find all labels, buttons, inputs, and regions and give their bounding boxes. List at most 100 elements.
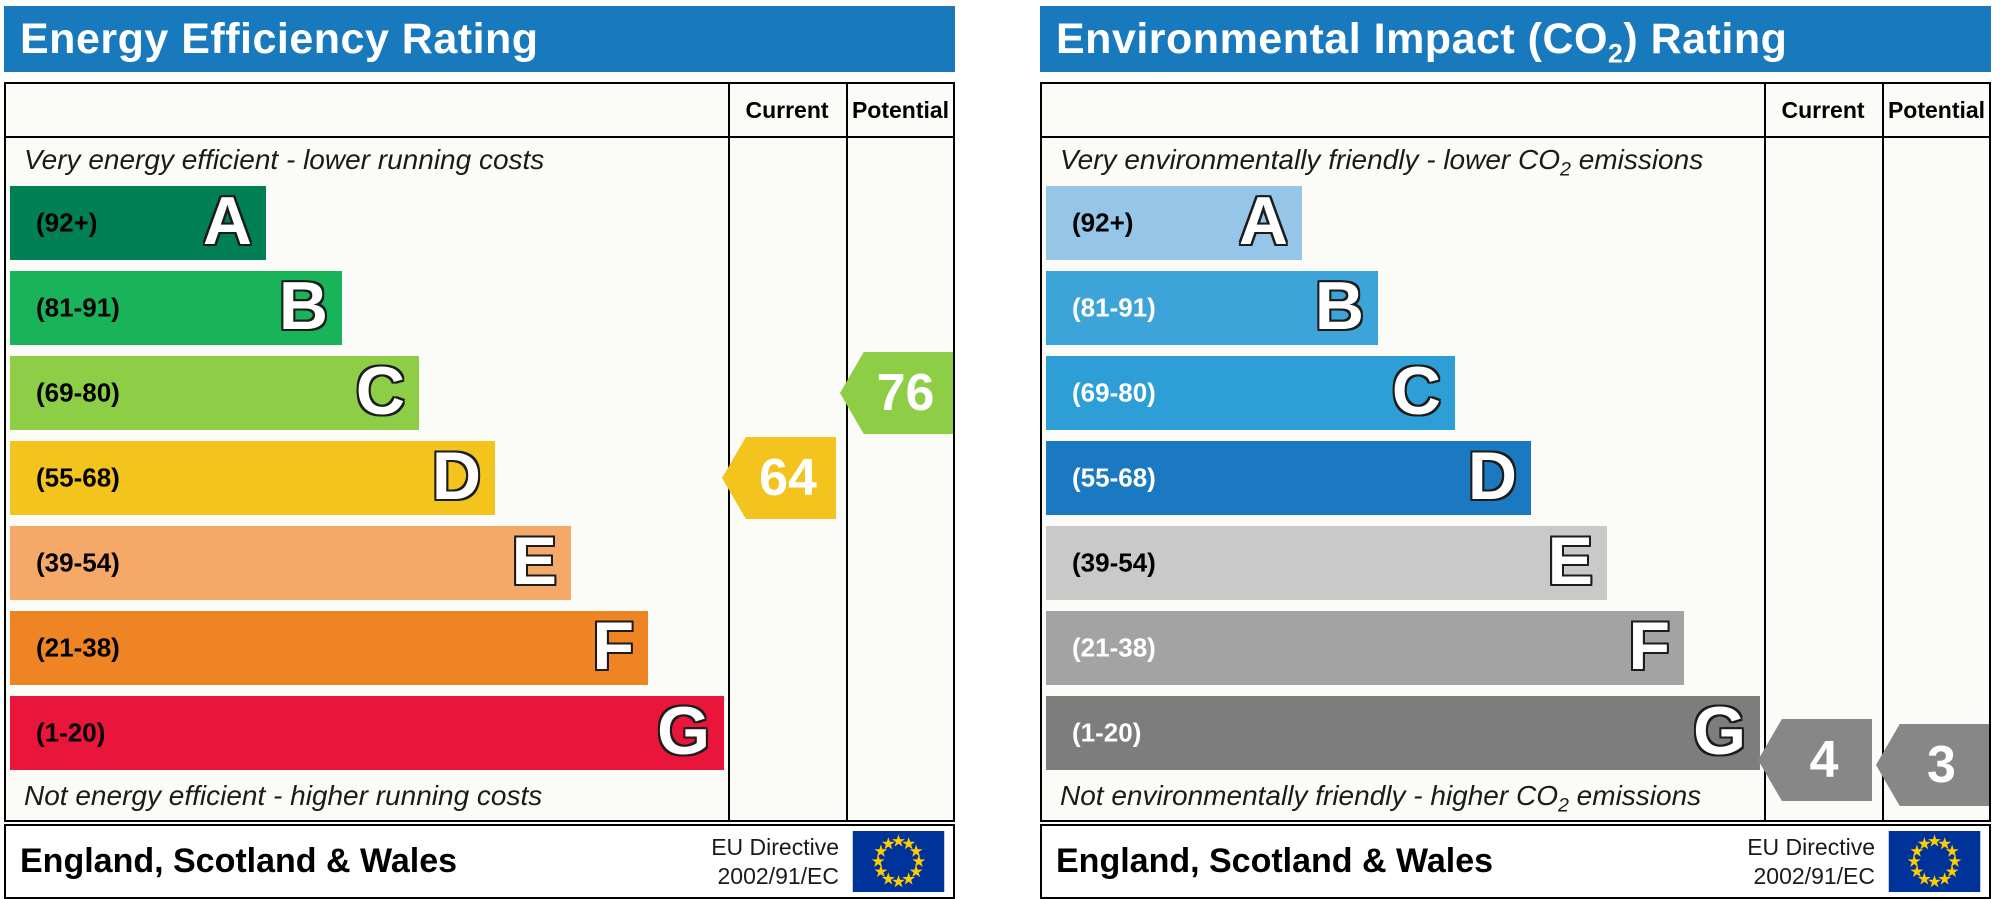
band-row-b: (81-91) B [1046, 271, 1985, 345]
band-letter: A [1238, 182, 1288, 259]
current-rating-arrow: 64 [722, 437, 836, 519]
band-letter: G [1693, 692, 1746, 769]
potential-rating-value: 3 [1927, 736, 1956, 794]
top-caption: Very environmentally friendly - lower CO… [1060, 144, 1704, 181]
band-letter: G [657, 692, 710, 769]
band-bar-g: (1-20) G [10, 696, 724, 770]
band-bar-c: (69-80) C [10, 356, 419, 430]
band-range-label: (81-91) [36, 292, 120, 323]
current-rating-value: 64 [759, 449, 817, 507]
eu-directive-line1: EU Directive [711, 833, 839, 860]
eu-directive-label: EU Directive 2002/91/EC [711, 826, 839, 897]
band-letter: B [278, 267, 328, 344]
band-row-e: (39-54) E [1046, 526, 1985, 600]
potential-column-divider [846, 84, 848, 820]
band-row-e: (39-54) E [10, 526, 949, 600]
band-bar-b: (81-91) B [10, 271, 342, 345]
current-rating-value: 4 [1809, 731, 1839, 789]
band-row-f: (21-38) F [1046, 611, 1985, 685]
band-letter: A [202, 182, 252, 259]
band-letter: D [431, 437, 481, 514]
band-bar-a: (92+) A [1046, 186, 1302, 260]
energy-efficiency-panel: Energy Efficiency Rating Current Potenti… [4, 6, 955, 899]
eu-directive-line2: 2002/91/EC [717, 862, 839, 889]
band-range-label: (39-54) [36, 547, 120, 578]
band-letter: D [1467, 437, 1517, 514]
band-bar-f: (21-38) F [1046, 611, 1684, 685]
bands: (92+) A (81-91) B (69-80) C (55-68) D (39-54) E (2… [10, 186, 949, 770]
table-header-row: Current Potential [6, 84, 953, 138]
band-bar-e: (39-54) E [1046, 526, 1607, 600]
potential-column-header: Potential [1887, 96, 1986, 123]
band-row-d: (55-68) D [1046, 441, 1985, 515]
band-bar-a: (92+) A [10, 186, 266, 260]
eu-directive-line1: EU Directive [1747, 833, 1875, 860]
band-range-label: (55-68) [36, 462, 120, 493]
band-bar-e: (39-54) E [10, 526, 571, 600]
potential-rating-arrow: 76 [840, 352, 953, 434]
bottom-caption: Not environmentally friendly - higher CO… [1060, 780, 1702, 817]
band-bar-d: (55-68) D [10, 441, 495, 515]
table-header-row: Current Potential [1042, 84, 1989, 138]
band-range-label: (81-91) [1072, 292, 1156, 323]
environmental-impact-panel: Environmental Impact (CO2) Rating Curren… [1040, 6, 1991, 899]
energy-rating-table: Current Potential Very energy efficient … [4, 82, 955, 822]
potential-rating-value: 76 [876, 364, 935, 422]
potential-rating-arrow: 3 [1876, 724, 1989, 806]
region-label: England, Scotland & Wales [1056, 842, 1494, 880]
band-letter: E [1547, 522, 1593, 599]
bands: (92+) A (81-91) B (69-80) C (55-68) D (39-54) E (2… [1046, 186, 1985, 770]
band-bar-c: (69-80) C [1046, 356, 1455, 430]
top-caption: Very energy efficient - lower running co… [24, 144, 545, 175]
eu-flag [852, 831, 945, 892]
band-range-label: (69-80) [36, 377, 120, 408]
band-letter: C [1391, 352, 1441, 429]
band-range-label: (55-68) [1072, 462, 1156, 493]
band-range-label: (39-54) [1072, 547, 1156, 578]
environment-footer: England, Scotland & Wales EU Directive 2… [1040, 824, 1991, 899]
band-range-label: (69-80) [1072, 377, 1156, 408]
band-row-b: (81-91) B [10, 271, 949, 345]
band-letter: C [355, 352, 405, 429]
band-bar-b: (81-91) B [1046, 271, 1378, 345]
current-column-header: Current [1781, 96, 1865, 123]
eu-flag [1888, 831, 1981, 892]
band-row-d: (55-68) D [10, 441, 949, 515]
environment-rating-table: Current Potential Very environmentally f… [1040, 82, 1991, 822]
eu-directive-label: EU Directive 2002/91/EC [1747, 826, 1875, 897]
band-row-f: (21-38) F [10, 611, 949, 685]
current-column-divider [728, 84, 730, 820]
eu-directive-line2: 2002/91/EC [1753, 862, 1875, 889]
band-range-label: (21-38) [1072, 632, 1156, 663]
band-row-g: (1-20) G [10, 696, 949, 770]
bottom-caption: Not energy efficient - higher running co… [24, 780, 543, 811]
energy-chart-title: Energy Efficiency Rating [20, 14, 539, 63]
band-row-g: (1-20) G [1046, 696, 1985, 770]
band-range-label: (21-38) [36, 632, 120, 663]
current-column-divider [1764, 84, 1766, 820]
band-bar-f: (21-38) F [10, 611, 648, 685]
band-row-c: (69-80) C [10, 356, 949, 430]
band-range-label: (1-20) [36, 717, 106, 748]
band-row-c: (69-80) C [1046, 356, 1985, 430]
energy-title-bar: Energy Efficiency Rating [4, 6, 955, 72]
environment-title-bar: Environmental Impact (CO2) Rating [1040, 6, 1991, 72]
environment-chart-title: Environmental Impact (CO2) Rating [1056, 14, 1788, 69]
band-row-a: (92+) A [1046, 186, 1985, 260]
current-rating-arrow: 4 [1758, 719, 1872, 801]
band-row-a: (92+) A [10, 186, 949, 260]
band-range-label: (1-20) [1072, 717, 1142, 748]
band-letter: E [511, 522, 557, 599]
band-range-label: (92+) [36, 207, 98, 238]
current-column-header: Current [745, 96, 829, 123]
energy-footer: England, Scotland & Wales EU Directive 2… [4, 824, 955, 899]
potential-column-divider [1882, 84, 1884, 820]
potential-column-header: Potential [851, 96, 950, 123]
band-letter: F [1628, 607, 1670, 684]
region-label: England, Scotland & Wales [20, 842, 458, 880]
band-bar-d: (55-68) D [1046, 441, 1531, 515]
band-bar-g: (1-20) G [1046, 696, 1760, 770]
band-letter: F [592, 607, 634, 684]
band-range-label: (92+) [1072, 207, 1134, 238]
